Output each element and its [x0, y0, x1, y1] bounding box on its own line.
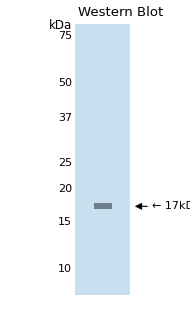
Text: Western Blot: Western Blot — [78, 6, 163, 19]
Text: ← 17kDa: ← 17kDa — [152, 201, 190, 211]
Text: 50: 50 — [58, 78, 72, 88]
Text: kDa: kDa — [49, 19, 72, 32]
Bar — [93, 203, 112, 209]
Text: 75: 75 — [58, 31, 72, 41]
Text: 37: 37 — [58, 112, 72, 123]
Text: 15: 15 — [58, 217, 72, 227]
Text: 20: 20 — [58, 184, 72, 194]
Text: 10: 10 — [58, 264, 72, 274]
Text: 25: 25 — [58, 158, 72, 168]
Bar — [75, 24, 130, 295]
